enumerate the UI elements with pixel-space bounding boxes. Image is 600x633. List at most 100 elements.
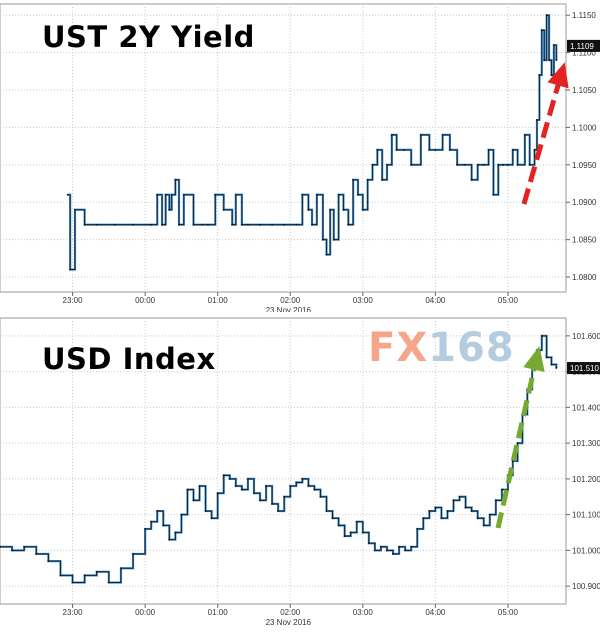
- data-point: [540, 29, 543, 32]
- ust-2y-yield-chart: 1.0800 1.0850 1.0900 1.0950 1.1000 1.1050 1.11…: [0, 0, 600, 312]
- plot-frame: [0, 317, 567, 605]
- data-point: [428, 510, 431, 512]
- usd-index-plot: 100.900 101.000 101.100 101.200 101.300 101.4…: [0, 317, 600, 627]
- data-point: [132, 223, 134, 226]
- data-point: [95, 570, 98, 573]
- data-point: [247, 223, 249, 226]
- data-point: [497, 163, 500, 166]
- usd-index-chart: 100.900 101.000 101.100 101.200 101.300 101.4…: [0, 312, 600, 633]
- data-point: [349, 531, 352, 534]
- green-trend-arrow: [495, 351, 541, 529]
- data-point: [337, 193, 340, 196]
- data-point: [301, 477, 304, 480]
- data-point: [543, 59, 546, 62]
- data-point: [289, 485, 292, 487]
- data-point: [325, 510, 328, 512]
- data-point: [441, 134, 444, 136]
- y-tick-label: 101.300: [572, 439, 600, 448]
- x-tick-label: 02:00: [280, 608, 301, 617]
- data-point: [386, 163, 388, 166]
- data-point: [95, 223, 98, 226]
- data-point: [240, 488, 243, 491]
- x-tick-label: 00:00: [135, 296, 156, 305]
- watermark-num: 168: [428, 325, 515, 371]
- red-trend-arrow-head: [547, 62, 569, 89]
- data-point: [71, 581, 74, 584]
- data-point: [35, 553, 38, 555]
- data-point: [416, 528, 419, 530]
- green-trend-arrow-head: [523, 346, 545, 372]
- data-point: [361, 531, 364, 534]
- data-point: [329, 208, 332, 211]
- data-point: [403, 148, 405, 151]
- data-point: [23, 545, 26, 548]
- data-point: [331, 517, 334, 520]
- last-value-label: 101.510: [570, 364, 599, 373]
- chart-title: UST 2Y Yield: [42, 20, 255, 54]
- data-point: [476, 517, 479, 520]
- data-point: [434, 148, 437, 151]
- data-point: [422, 517, 425, 520]
- data-point: [507, 163, 509, 166]
- data-point: [207, 223, 209, 226]
- data-point: [371, 163, 374, 166]
- data-point: [337, 524, 340, 527]
- data-point: [355, 520, 358, 523]
- data-point: [240, 223, 243, 226]
- data-point: [283, 495, 286, 498]
- red-trend-arrow: [521, 67, 566, 205]
- data-point: [533, 148, 536, 151]
- data-point: [307, 485, 310, 487]
- data-point: [342, 208, 345, 211]
- data-point: [186, 488, 189, 491]
- y-tick-label: 1.1150: [572, 11, 596, 20]
- data-point: [69, 268, 72, 271]
- data-point: [174, 178, 177, 181]
- data-point: [301, 193, 304, 196]
- y-tick-label: 1.1100: [572, 49, 596, 58]
- data-point: [325, 253, 328, 256]
- data-point: [150, 223, 153, 226]
- y-tick-label: 101.100: [572, 511, 600, 520]
- y-tick-label: 1.0950: [572, 161, 597, 170]
- data-point: [307, 208, 310, 211]
- data-point: [222, 208, 225, 211]
- data-point: [192, 223, 195, 226]
- data-point: [120, 567, 122, 570]
- y-tick-label: 101.600: [572, 332, 600, 341]
- data-point: [83, 223, 86, 226]
- data-point: [555, 367, 558, 369]
- data-point: [476, 163, 479, 166]
- data-point: [259, 499, 261, 502]
- data-point: [550, 363, 553, 366]
- data-point: [231, 223, 234, 226]
- data-point: [198, 485, 201, 487]
- x-tick-label: 04:00: [425, 296, 446, 305]
- data-point: [410, 545, 413, 548]
- data-point: [545, 14, 548, 17]
- data-point: [434, 506, 437, 509]
- data-point: [343, 535, 346, 537]
- data-point: [319, 495, 322, 498]
- fx168-watermark: FX168: [368, 325, 515, 371]
- x-tick-label: 00:00: [135, 608, 156, 617]
- data-point: [59, 574, 62, 577]
- data-point: [259, 223, 261, 226]
- data-point: [492, 193, 495, 196]
- data-point: [107, 581, 110, 584]
- ust-2y-yield-plot: 1.0800 1.0850 1.0900 1.0950 1.1000 1.1050 1.11…: [0, 3, 600, 312]
- data-point: [164, 193, 167, 196]
- data-point: [410, 163, 413, 166]
- data-point: [502, 163, 505, 166]
- data-point: [366, 178, 369, 181]
- data-point: [440, 517, 443, 520]
- data-point: [66, 193, 69, 196]
- y-tick-label: 101.200: [572, 475, 600, 484]
- data-point: [374, 549, 376, 552]
- data-point: [392, 553, 394, 555]
- data-point: [463, 163, 466, 166]
- data-point: [83, 574, 86, 577]
- data-point: [180, 513, 183, 516]
- x-tick-label: 02:00: [280, 296, 301, 305]
- data-point: [295, 223, 298, 226]
